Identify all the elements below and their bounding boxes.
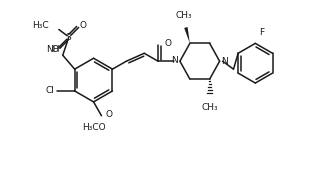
Text: CH₃: CH₃ <box>175 10 192 20</box>
Text: O: O <box>51 45 58 54</box>
Text: CH₃: CH₃ <box>201 103 218 112</box>
Text: NH: NH <box>46 45 60 54</box>
Text: F: F <box>259 28 264 37</box>
Polygon shape <box>184 27 190 43</box>
Text: S: S <box>66 33 72 42</box>
Text: O: O <box>79 21 86 30</box>
Text: Cl: Cl <box>45 86 54 96</box>
Text: N: N <box>222 57 228 66</box>
Text: N: N <box>172 56 178 65</box>
Text: O: O <box>164 39 171 48</box>
Text: O: O <box>106 110 113 119</box>
Text: H₃CO: H₃CO <box>82 123 105 132</box>
Text: H₃C: H₃C <box>32 21 49 30</box>
